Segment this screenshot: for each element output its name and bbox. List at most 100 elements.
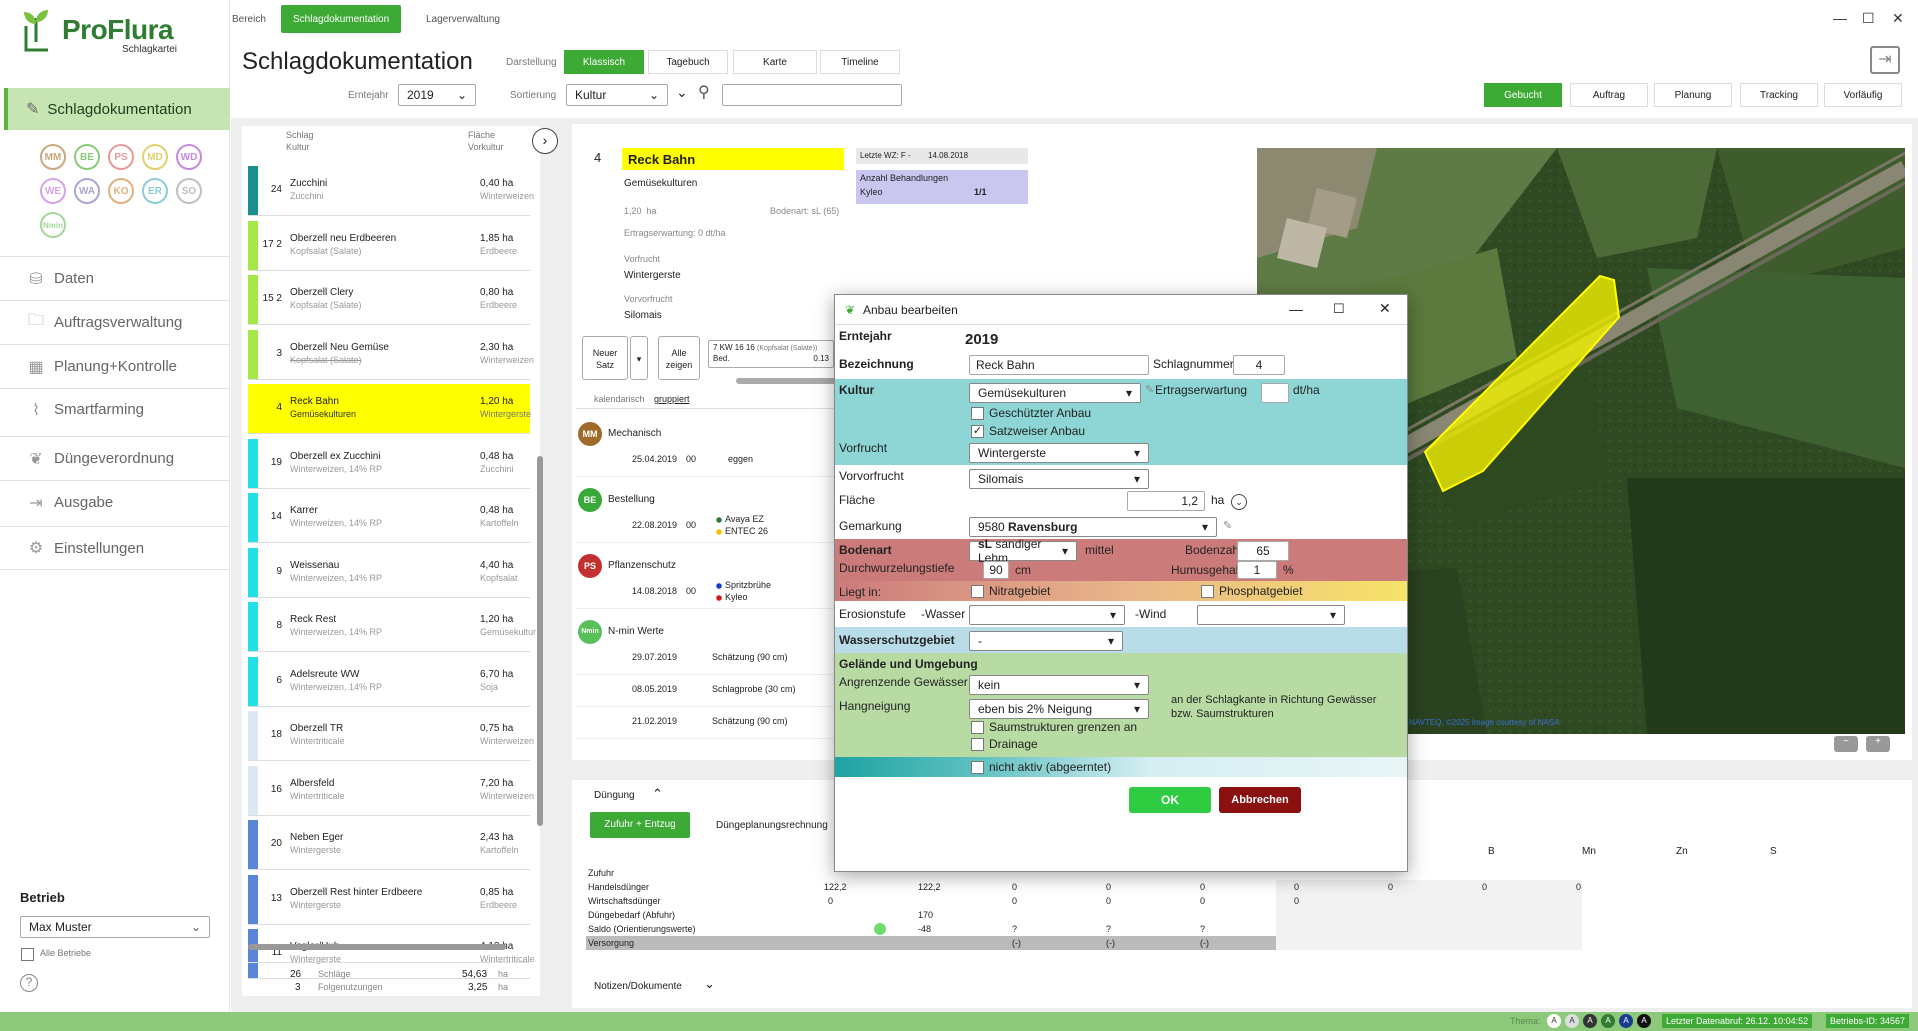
tab-auftrag[interactable]: Auftrag xyxy=(1570,83,1648,107)
bezeichnung-input[interactable]: Reck Bahn xyxy=(969,355,1149,375)
tab-lagerverwaltung[interactable]: Lagerverwaltung xyxy=(426,13,500,25)
tab-schlagdokumentation[interactable]: Schlagdokumentation xyxy=(281,5,402,33)
kultur-select[interactable]: Gemüsekulturen ▾ xyxy=(969,383,1141,403)
theme-option[interactable]: A xyxy=(1547,1014,1561,1028)
neuer-satz-dropdown[interactable]: ▾ xyxy=(630,336,648,380)
chip-er[interactable]: ER xyxy=(142,178,168,204)
nav-auftragsverwaltung[interactable]: 🗀 Auftragsverwaltung xyxy=(0,300,230,344)
chip-mm[interactable]: MM xyxy=(40,144,66,170)
vorvorfrucht-select[interactable]: Silomais ▾ xyxy=(969,469,1149,489)
erntejahr-select[interactable]: 2019 ⌄ xyxy=(398,84,476,106)
nav-einstellungen[interactable]: ⚙ Einstellungen xyxy=(0,526,230,570)
gruppiert-link[interactable]: gruppiert xyxy=(654,394,690,404)
chip-wd[interactable]: WD xyxy=(176,144,202,170)
dialog-close-icon[interactable]: ✕ xyxy=(1379,300,1391,316)
chip-md[interactable]: MD xyxy=(142,144,168,170)
chip-wa[interactable]: WA xyxy=(74,178,100,204)
chip-so[interactable]: SO xyxy=(176,178,202,204)
theme-option[interactable]: A xyxy=(1565,1014,1579,1028)
zoom-out-button[interactable]: − xyxy=(1834,736,1858,752)
gemarkung-select[interactable]: 9580 Ravensburg ▾ xyxy=(969,517,1217,537)
drainage-checkbox[interactable] xyxy=(971,738,984,751)
alle-betriebe-checkbox[interactable] xyxy=(21,948,34,961)
field-row[interactable]: 19 Oberzell ex Zucchini Winterweizen, 14% … xyxy=(248,438,530,489)
erosion-wind-select[interactable]: ▾ xyxy=(1197,605,1345,625)
view-tagebuch[interactable]: Tagebuch xyxy=(648,50,728,74)
field-row[interactable]: 8 Reck Rest Winterweizen, 14% RP 1,20 ha Gem… xyxy=(248,602,536,652)
bodenzahl-input[interactable]: 65 xyxy=(1237,541,1289,561)
nav-planung[interactable]: ▦ Planung+Kontrolle xyxy=(0,344,230,388)
field-row[interactable]: 14 Karrer Winterweizen, 14% RP 0,48 ha Karto… xyxy=(248,493,530,543)
field-row[interactable]: 18 Oberzell TR Wintertriticale 0,75 ha Winte… xyxy=(248,711,534,761)
geschuetzt-checkbox[interactable] xyxy=(971,407,984,420)
tab-vorlaeufig[interactable]: Vorläufig xyxy=(1824,83,1902,107)
dialog-minimize-icon[interactable]: — xyxy=(1289,301,1303,317)
chip-be[interactable]: BE xyxy=(74,144,100,170)
flaeche-expand-icon[interactable]: ⌄ xyxy=(1231,494,1247,510)
list-hscrollbar[interactable] xyxy=(248,944,506,950)
flaeche-input[interactable]: 1,2 xyxy=(1127,491,1205,511)
nichtaktiv-checkbox[interactable] xyxy=(971,761,984,774)
nav-smartfarming[interactable]: ⌇ Smartfarming xyxy=(0,388,230,430)
theme-option[interactable]: A xyxy=(1637,1014,1651,1028)
ok-button[interactable]: OK xyxy=(1129,787,1211,813)
chevron-up-icon[interactable]: ⌃ xyxy=(652,786,663,801)
humus-input[interactable]: 1 xyxy=(1237,561,1277,579)
search-icon[interactable]: ⚲ xyxy=(698,84,710,101)
sort-direction-icon[interactable]: ⌄ xyxy=(676,84,688,100)
theme-option[interactable]: A xyxy=(1601,1014,1615,1028)
phosphat-checkbox[interactable] xyxy=(1201,585,1214,598)
theme-option[interactable]: A xyxy=(1583,1014,1597,1028)
saum-checkbox[interactable] xyxy=(971,721,984,734)
field-row[interactable]: 4 Reck Bahn Gemüsekulturen 1,20 ha Winterger… xyxy=(248,384,531,434)
list-scrollbar[interactable] xyxy=(537,456,543,826)
neuer-satz-button[interactable]: Neuer Satz xyxy=(582,336,628,380)
tab-gebucht[interactable]: Gebucht xyxy=(1484,83,1562,107)
maximize-icon[interactable]: ☐ xyxy=(1862,10,1875,26)
field-row[interactable]: 13 Oberzell Rest hinter Erdbeere Winterger… xyxy=(248,874,530,925)
chip-ko[interactable]: KO xyxy=(108,178,134,204)
satz-scrollbar[interactable] xyxy=(736,378,836,384)
gewaesser-select[interactable]: kein ▾ xyxy=(969,675,1149,695)
theme-option[interactable]: A xyxy=(1619,1014,1633,1028)
field-row[interactable]: 15 2 Oberzell Clery Kopfsalat (Salate) 0,80… xyxy=(248,275,530,325)
tab-planung[interactable]: Planung xyxy=(1654,83,1732,107)
wsg-select[interactable]: - ▾ xyxy=(969,631,1123,651)
field-row[interactable]: 16 Albersfeld Wintertriticale 7,20 ha Winter… xyxy=(248,765,534,816)
expand-right-icon[interactable]: › xyxy=(532,128,558,154)
nitrat-checkbox[interactable] xyxy=(971,585,984,598)
schlagnummer-input[interactable]: 4 xyxy=(1233,355,1285,375)
tab-bereich[interactable]: Bereich xyxy=(232,13,266,25)
betrieb-select[interactable]: Max Muster ⌄ xyxy=(20,916,210,938)
satzweise-checkbox[interactable]: ✓ xyxy=(971,425,984,438)
chevron-down-icon[interactable]: ⌄ xyxy=(704,976,715,991)
vorfrucht-select[interactable]: Wintergerste ▾ xyxy=(969,443,1149,463)
search-input[interactable] xyxy=(722,84,902,106)
chip-nmin[interactable]: Nmin xyxy=(40,212,66,238)
bodenart-select[interactable]: sL sandiger Lehm ▾ xyxy=(969,537,1077,565)
kalendarisch-link[interactable]: kalendarisch xyxy=(594,394,645,404)
nav-duengeverordnung[interactable]: ❦ Düngeverordnung xyxy=(0,436,230,480)
chip-ps[interactable]: PS xyxy=(108,144,134,170)
tab-tracking[interactable]: Tracking xyxy=(1740,83,1818,107)
erosion-wasser-select[interactable]: ▾ xyxy=(969,605,1125,625)
close-icon[interactable]: ✕ xyxy=(1892,10,1904,26)
logout-icon[interactable]: ⇥ xyxy=(1870,46,1900,74)
field-row[interactable]: 9 Weissenau Winterweizen, 14% RP 4,40 ha Kop… xyxy=(248,547,530,598)
chip-we[interactable]: WE xyxy=(40,178,66,204)
cancel-button[interactable]: Abbrechen xyxy=(1219,787,1301,813)
duengeplanung-button[interactable]: Düngeplanungsrechnung xyxy=(716,820,828,831)
minimize-icon[interactable]: — xyxy=(1833,10,1847,26)
field-row[interactable]: 6 Adelsreute WW Winterweizen, 14% RP 6,70 h… xyxy=(248,656,530,707)
zoom-in-button[interactable]: + xyxy=(1866,736,1890,752)
ertragserwartung-input[interactable] xyxy=(1261,383,1289,403)
view-timeline[interactable]: Timeline xyxy=(820,50,900,74)
nav-schlagdokumentation[interactable]: ✎ Schlagdokumentation xyxy=(4,88,230,130)
edit-icon[interactable]: ✎ xyxy=(1223,520,1233,532)
nav-ausgabe[interactable]: ⇥ Ausgabe xyxy=(0,480,230,524)
help-icon[interactable]: ? xyxy=(20,974,38,992)
hang-select[interactable]: eben bis 2% Neigung ▾ xyxy=(969,699,1149,719)
field-row[interactable]: 3 Oberzell Neu Gemüse Kopfsalat (Salate) 2,… xyxy=(248,329,534,380)
view-karte[interactable]: Karte xyxy=(733,50,817,74)
alle-zeigen-button[interactable]: Alle zeigen xyxy=(658,336,700,380)
